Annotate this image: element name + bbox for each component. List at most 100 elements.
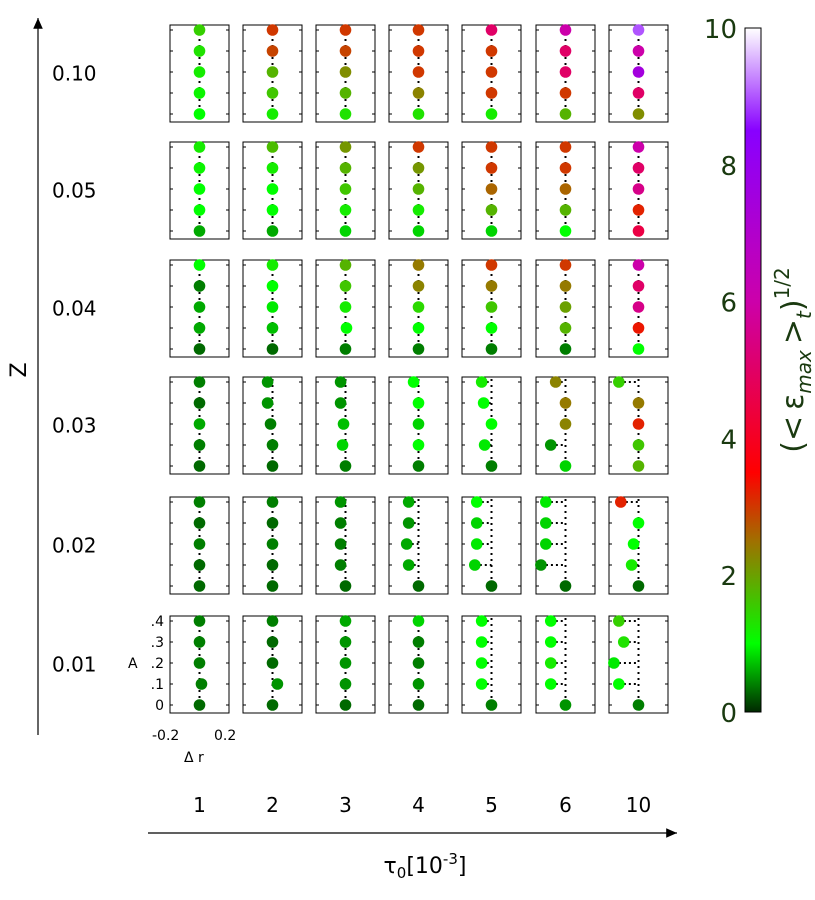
data-point: [412, 460, 425, 472]
data-point: [412, 580, 425, 592]
data-point: [559, 108, 572, 120]
panel: [535, 24, 596, 123]
data-point: [485, 66, 498, 78]
data-point: [559, 87, 572, 99]
column-label: 6: [559, 793, 572, 817]
row-label: 0.03: [52, 414, 97, 438]
data-point: [339, 301, 352, 313]
data-point: [339, 141, 352, 153]
data-point: [475, 376, 488, 388]
tau-axis-label: τ0[10-3]: [384, 850, 467, 882]
panel: [535, 496, 596, 595]
data-point: [625, 559, 638, 571]
data-point: [193, 559, 206, 571]
data-point: [632, 343, 645, 355]
column-label: 3: [339, 793, 352, 817]
panel: [388, 376, 449, 475]
data-point: [485, 280, 498, 292]
data-point: [412, 397, 425, 409]
row-label: 0.04: [52, 297, 97, 321]
data-point: [266, 141, 279, 153]
data-point: [559, 24, 572, 36]
data-point: [559, 580, 572, 592]
panel: [461, 615, 522, 714]
data-point: [412, 183, 425, 195]
data-point: [632, 699, 645, 711]
data-point: [266, 45, 279, 57]
data-point: [559, 397, 572, 409]
data-point: [339, 204, 352, 216]
data-point: [193, 141, 206, 153]
data-point: [266, 559, 279, 571]
panel: [535, 615, 596, 714]
data-point: [193, 204, 206, 216]
data-point: [193, 225, 206, 237]
data-point: [540, 517, 552, 529]
data-point: [193, 24, 206, 36]
data-point: [339, 460, 352, 472]
data-point: [485, 418, 498, 430]
data-point: [475, 657, 488, 669]
data-point: [266, 496, 279, 508]
data-point: [485, 45, 498, 57]
data-point: [193, 657, 206, 669]
data-point: [559, 183, 572, 195]
data-point: [193, 636, 206, 648]
data-point: [485, 204, 498, 216]
panel: [461, 141, 522, 240]
data-point: [613, 376, 625, 388]
panel: [535, 376, 596, 475]
panel: [388, 141, 449, 240]
data-point: [193, 45, 206, 57]
data-point: [336, 439, 349, 451]
data-point: [266, 24, 279, 36]
data-point: [339, 87, 352, 99]
data-point: [470, 538, 483, 550]
data-point: [632, 580, 645, 592]
data-point: [339, 66, 352, 78]
data-point: [193, 517, 206, 529]
data-point: [339, 580, 352, 592]
data-point: [632, 45, 645, 57]
data-point: [412, 343, 425, 355]
data-point: [632, 204, 645, 216]
data-point: [632, 87, 645, 99]
data-point: [193, 87, 206, 99]
data-point: [407, 376, 420, 388]
column-label: 2: [266, 793, 279, 817]
data-point: [266, 699, 279, 711]
panel: [535, 141, 596, 240]
data-point: [468, 559, 481, 571]
data-point: [266, 204, 279, 216]
data-point: [632, 439, 645, 451]
data-point: [339, 699, 352, 711]
data-point: [632, 259, 645, 271]
data-point: [535, 559, 547, 571]
data-point: [334, 559, 347, 571]
panel: [169, 24, 230, 123]
data-point: [266, 460, 279, 472]
data-point: [540, 538, 552, 550]
data-point: [485, 162, 498, 174]
data-point: [613, 615, 625, 627]
data-point: [271, 678, 284, 690]
data-point: [402, 517, 415, 529]
data-point: [632, 397, 645, 409]
data-point: [485, 259, 498, 271]
panel: [169, 141, 230, 240]
data-point: [339, 259, 352, 271]
panel: [315, 259, 376, 358]
panel: [608, 259, 669, 358]
data-point: [193, 376, 206, 388]
data-point: [193, 162, 206, 174]
data-point: [266, 439, 279, 451]
panel: [388, 615, 449, 714]
data-point: [544, 439, 557, 451]
panel: [608, 24, 669, 123]
data-point: [266, 615, 279, 627]
data-point: [339, 24, 352, 36]
colorbar-tick-label: 0: [720, 699, 737, 729]
panel: [608, 496, 669, 595]
data-point: [339, 225, 352, 237]
inner-x-axis-label: Δ r: [184, 750, 204, 766]
